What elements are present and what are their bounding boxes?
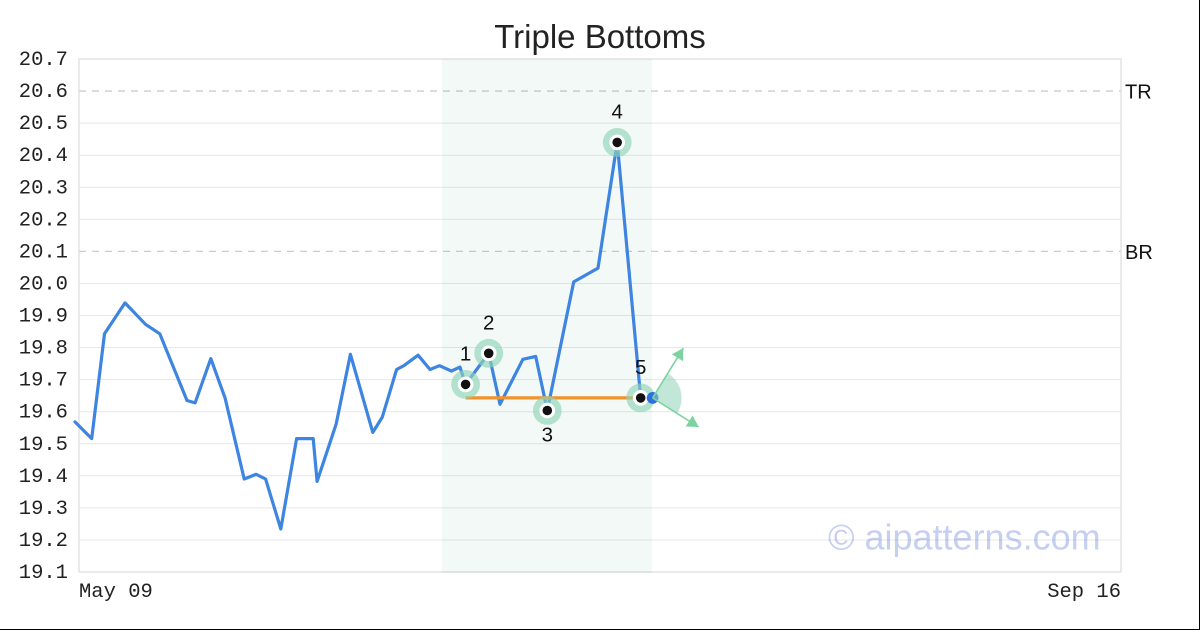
svg-text:Sep 16: Sep 16 — [1047, 581, 1121, 604]
svg-text:19.2: 19.2 — [19, 530, 68, 553]
svg-text:19.9: 19.9 — [19, 306, 68, 329]
svg-text:3: 3 — [542, 424, 553, 447]
svg-text:20.2: 20.2 — [19, 209, 68, 232]
svg-text:20.4: 20.4 — [19, 145, 68, 168]
svg-text:TR: TR — [1125, 82, 1152, 104]
svg-text:May 09: May 09 — [79, 581, 153, 604]
svg-text:5: 5 — [635, 356, 646, 379]
svg-text:19.8: 19.8 — [19, 338, 68, 361]
svg-text:2: 2 — [483, 311, 494, 334]
svg-text:19.1: 19.1 — [19, 562, 68, 585]
svg-text:20.0: 20.0 — [19, 273, 68, 296]
svg-text:19.4: 19.4 — [19, 466, 68, 489]
svg-text:19.5: 19.5 — [19, 434, 68, 457]
svg-text:20.6: 20.6 — [19, 81, 68, 104]
svg-text:BR: BR — [1125, 242, 1153, 264]
svg-text:20.7: 20.7 — [19, 49, 68, 72]
svg-text:19.7: 19.7 — [19, 370, 68, 393]
svg-text:1: 1 — [460, 342, 471, 365]
svg-text:19.3: 19.3 — [19, 498, 68, 521]
svg-text:20.1: 20.1 — [19, 241, 68, 264]
svg-text:20.5: 20.5 — [19, 113, 68, 136]
svg-text:4: 4 — [611, 100, 622, 123]
svg-text:© aipatterns.com: © aipatterns.com — [828, 517, 1101, 558]
svg-text:19.6: 19.6 — [19, 402, 68, 425]
svg-text:20.3: 20.3 — [19, 177, 68, 200]
